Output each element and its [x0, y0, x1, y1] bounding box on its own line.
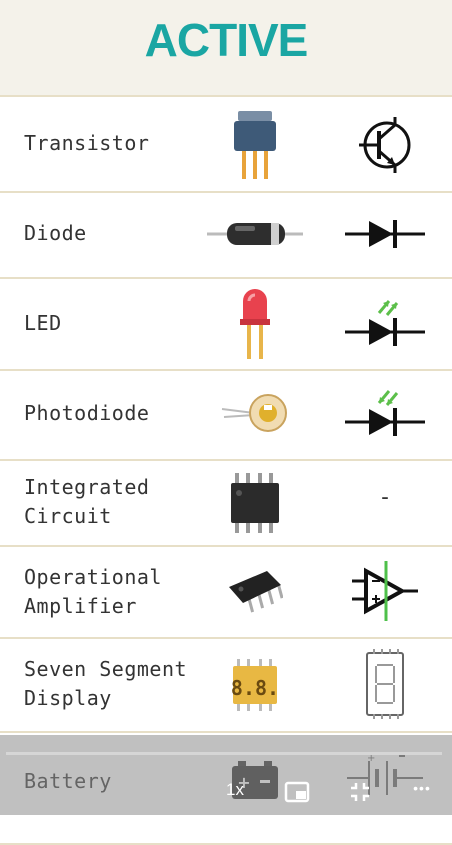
video-control-bar	[0, 735, 452, 815]
component-name: LED	[24, 311, 62, 335]
led-icon	[205, 287, 305, 361]
transistor-icon	[205, 111, 305, 181]
op-amp-symbol-icon	[340, 559, 430, 623]
svg-text:8.8.: 8.8.	[231, 676, 279, 700]
table-row: LED	[0, 279, 452, 371]
table-row: Integrated Circuit -	[0, 461, 452, 547]
seven-segment-icon: 8.8.	[205, 659, 305, 711]
exit-fullscreen-icon[interactable]	[346, 780, 374, 804]
component-name: Transistor	[24, 131, 150, 155]
seven-segment-symbol-icon	[340, 649, 430, 719]
component-name: Photodiode	[24, 401, 150, 425]
more-options-icon[interactable]: •••	[413, 780, 431, 796]
table-row: Diode	[0, 193, 452, 279]
diode-symbol-icon	[340, 217, 430, 251]
playback-speed-button[interactable]: 1x	[226, 780, 244, 799]
picture-in-picture-icon[interactable]	[283, 780, 311, 804]
table-row: Transistor	[0, 97, 452, 193]
integrated-circuit-icon	[205, 473, 305, 533]
component-name: Seven Segment Display	[24, 657, 188, 710]
progress-track[interactable]	[6, 752, 442, 755]
op-amp-icon	[205, 567, 305, 617]
transistor-symbol-icon	[340, 115, 430, 175]
component-name: Integrated Circuit	[24, 475, 150, 528]
led-symbol-icon	[340, 295, 430, 349]
component-table: Transistor Diode	[0, 95, 452, 845]
table-row: Operational Amplifier	[0, 547, 452, 639]
diode-icon	[205, 219, 305, 249]
table-row: Photodiode	[0, 371, 452, 461]
table-row: Seven Segment Display 8.8.	[0, 639, 452, 733]
photodiode-icon	[205, 391, 305, 435]
component-name: Operational Amplifier	[24, 565, 162, 618]
component-name: Diode	[24, 221, 87, 245]
integrated-circuit-symbol: -	[378, 485, 392, 510]
page-title: ACTIVE	[144, 14, 309, 66]
photodiode-symbol-icon	[340, 385, 430, 439]
